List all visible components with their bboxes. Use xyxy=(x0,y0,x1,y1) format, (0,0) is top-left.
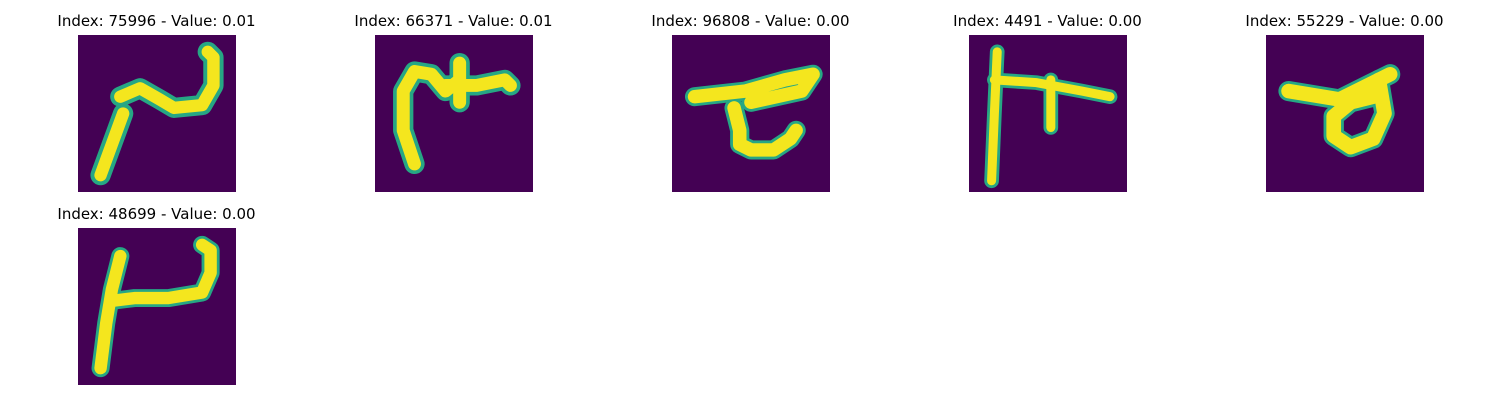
image-title: Index: 4491 - Value: 0.00 xyxy=(899,12,1196,30)
image-tile-4: Index: 4491 - Value: 0.00 xyxy=(899,0,1196,190)
image-tile-2: Index: 66371 - Value: 0.01 xyxy=(305,0,602,190)
digit-image xyxy=(78,228,236,385)
image-title: Index: 66371 - Value: 0.01 xyxy=(305,12,602,30)
image-title: Index: 96808 - Value: 0.00 xyxy=(602,12,899,30)
image-tile-5: Index: 55229 - Value: 0.00 xyxy=(1196,0,1493,190)
image-title: Index: 48699 - Value: 0.00 xyxy=(8,205,305,223)
image-tile-6: Index: 48699 - Value: 0.00 xyxy=(8,193,305,383)
image-title: Index: 55229 - Value: 0.00 xyxy=(1196,12,1493,30)
digit-image xyxy=(1266,35,1424,192)
image-tile-3: Index: 96808 - Value: 0.00 xyxy=(602,0,899,190)
digit-image xyxy=(78,35,236,192)
digit-image xyxy=(375,35,533,192)
image-title: Index: 75996 - Value: 0.01 xyxy=(8,12,305,30)
digit-image xyxy=(672,35,830,192)
image-tile-1: Index: 75996 - Value: 0.01 xyxy=(8,0,305,190)
digit-image xyxy=(969,35,1127,192)
